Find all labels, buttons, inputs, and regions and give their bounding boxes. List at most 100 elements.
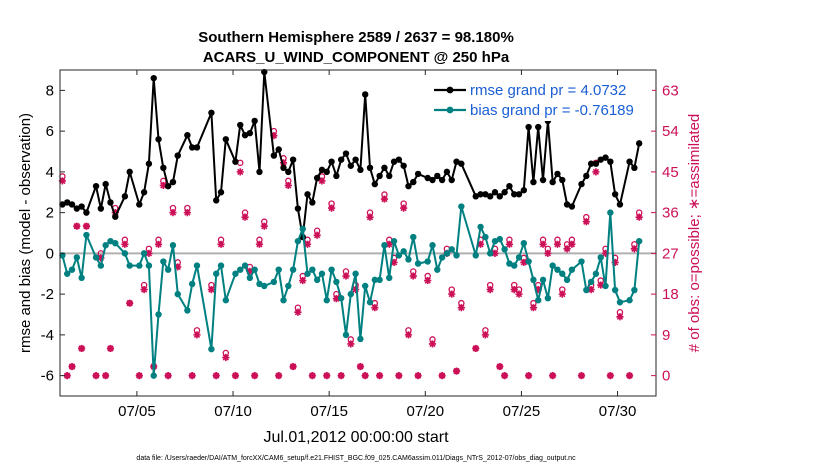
rmse-point (193, 144, 201, 151)
obs-assimilated-marker (597, 281, 605, 289)
right-tick-label: 27 (662, 245, 679, 262)
bias-point (611, 286, 619, 294)
rmse-point (376, 172, 383, 180)
obs-assimilated-marker (601, 249, 610, 257)
left-tick-label: -2 (41, 286, 54, 303)
rmse-point (549, 178, 556, 186)
obs-assimilated-marker (145, 249, 153, 257)
left-tick-label: -6 (41, 368, 54, 385)
bias-point (333, 278, 340, 286)
bias-point (280, 297, 287, 304)
obs-assimilated-marker (577, 372, 586, 380)
bias-point (626, 297, 633, 304)
obs-assimilated-marker (275, 372, 283, 380)
bias-point (275, 266, 282, 273)
bias-point (635, 237, 643, 245)
bias-point (285, 282, 292, 290)
bias-point (386, 274, 393, 282)
bias-point (83, 231, 90, 239)
obs-assimilated-marker (323, 372, 331, 380)
bias-point (501, 246, 508, 253)
obs-assimilated-marker (313, 231, 321, 239)
rmse-point (92, 182, 100, 190)
rmse-point (97, 205, 105, 212)
obs-assimilated-marker (505, 240, 514, 248)
obs-assimilated-marker (380, 195, 389, 203)
bias-point (520, 239, 528, 247)
obs-assimilated-marker (486, 285, 494, 294)
bias-point (535, 297, 542, 304)
bias-point (544, 295, 552, 302)
obs-assimilated-marker (438, 372, 446, 380)
left-tick-label: 6 (46, 123, 54, 140)
rmse-point (477, 191, 484, 198)
rmse-point (501, 189, 508, 196)
obs-assimilated-marker (400, 204, 408, 212)
obs-assimilated-marker (544, 249, 552, 257)
right-tick-label: 63 (662, 82, 679, 99)
bias-point (429, 242, 436, 249)
rmse-point (145, 160, 153, 167)
bias-point (164, 266, 172, 273)
rmse-point (429, 176, 436, 184)
chart-title-line2: ACARS_U_WIND_COMPONENT @ 250 hPa (203, 49, 510, 66)
obs-assimilated-marker (347, 340, 355, 348)
bias-point (222, 297, 230, 304)
bias-point (304, 270, 311, 277)
rmse-point (587, 160, 595, 167)
bias-point (318, 270, 326, 277)
obs-assimilated-marker (183, 209, 191, 217)
bias-point (256, 280, 263, 288)
bias-point (424, 258, 431, 265)
bias-point (592, 270, 600, 277)
bias-point (184, 307, 191, 314)
bias-point (563, 276, 571, 284)
rmse-point (217, 189, 225, 196)
rmse-point (169, 178, 177, 186)
right-tick-label: 36 (662, 205, 679, 222)
x-axis-label: Jul.01,2012 00:00:00 start (263, 429, 449, 446)
rmse-point (241, 132, 249, 139)
rmse-point (563, 201, 571, 208)
bias-point (371, 276, 379, 284)
obs-assimilated-marker (188, 372, 196, 380)
bias-point (472, 252, 479, 259)
obs-assimilated-marker (236, 168, 244, 176)
rmse-point (381, 164, 388, 171)
obs-assimilated-marker (563, 245, 571, 253)
plot-frame (59, 69, 657, 397)
right-tick-label: 18 (662, 286, 679, 303)
plot-area (60, 70, 656, 396)
right-tick-label: 54 (662, 123, 679, 140)
obs-assimilated-marker (525, 372, 533, 380)
bias-point (217, 262, 225, 269)
bias-point (246, 274, 254, 282)
bias-point (515, 254, 523, 261)
rmse-point (400, 162, 407, 169)
obs-assimilated-marker (376, 372, 384, 380)
legend-rmse-label: rmse grand pr = 4.0732 (470, 82, 626, 99)
obs-assimilated-marker (395, 372, 403, 380)
rmse-point (337, 156, 345, 163)
rmse-point (491, 189, 499, 196)
rmse-point (410, 178, 417, 186)
obs-assimilated-marker (457, 304, 465, 312)
obs-assimilated-marker (207, 285, 216, 294)
obs-assimilated-marker (126, 299, 134, 307)
bias-point (155, 311, 162, 318)
rmse-point (438, 176, 446, 184)
obs-assimilated-marker (635, 213, 643, 221)
rmse-point (275, 146, 282, 153)
bias-point (362, 282, 369, 290)
rmse-point (482, 191, 489, 198)
rmse-point (496, 193, 503, 200)
rmse-point (539, 176, 547, 184)
x-tick-label: 07/30 (599, 403, 637, 420)
obs-assimilated-marker (241, 213, 249, 221)
obs-assimilated-marker (337, 372, 345, 380)
rmse-point (155, 136, 162, 143)
x-tick-label: 07/20 (407, 403, 445, 420)
bias-point (270, 278, 278, 286)
obs-assimilated-marker (327, 204, 336, 212)
rmse-point (309, 199, 316, 206)
